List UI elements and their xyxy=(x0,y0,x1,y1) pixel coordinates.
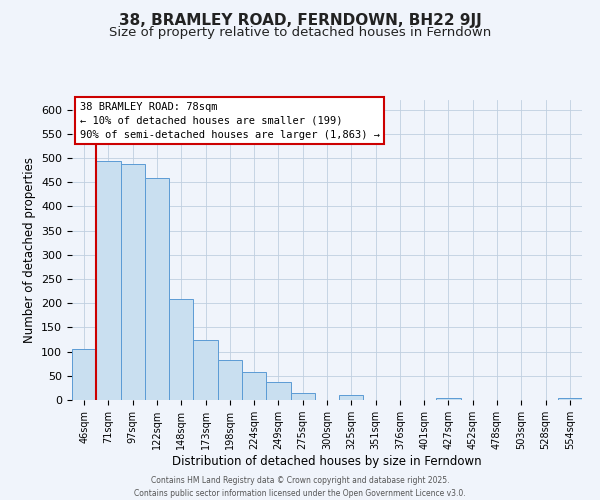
Text: 38, BRAMLEY ROAD, FERNDOWN, BH22 9JJ: 38, BRAMLEY ROAD, FERNDOWN, BH22 9JJ xyxy=(119,12,481,28)
Bar xyxy=(436,398,461,400)
Text: 38 BRAMLEY ROAD: 78sqm
← 10% of detached houses are smaller (199)
90% of semi-de: 38 BRAMLEY ROAD: 78sqm ← 10% of detached… xyxy=(80,102,380,140)
X-axis label: Distribution of detached houses by size in Ferndown: Distribution of detached houses by size … xyxy=(172,455,482,468)
Text: Size of property relative to detached houses in Ferndown: Size of property relative to detached ho… xyxy=(109,26,491,39)
Bar xyxy=(121,164,145,400)
Bar xyxy=(96,162,121,400)
Bar xyxy=(218,360,242,400)
Bar xyxy=(339,395,364,400)
Bar xyxy=(242,372,266,400)
Bar xyxy=(169,300,193,400)
Bar xyxy=(558,398,582,400)
Bar xyxy=(193,340,218,400)
Bar xyxy=(266,382,290,400)
Bar xyxy=(145,178,169,400)
Text: Contains HM Land Registry data © Crown copyright and database right 2025.
Contai: Contains HM Land Registry data © Crown c… xyxy=(134,476,466,498)
Bar xyxy=(290,392,315,400)
Bar xyxy=(72,349,96,400)
Y-axis label: Number of detached properties: Number of detached properties xyxy=(23,157,35,343)
